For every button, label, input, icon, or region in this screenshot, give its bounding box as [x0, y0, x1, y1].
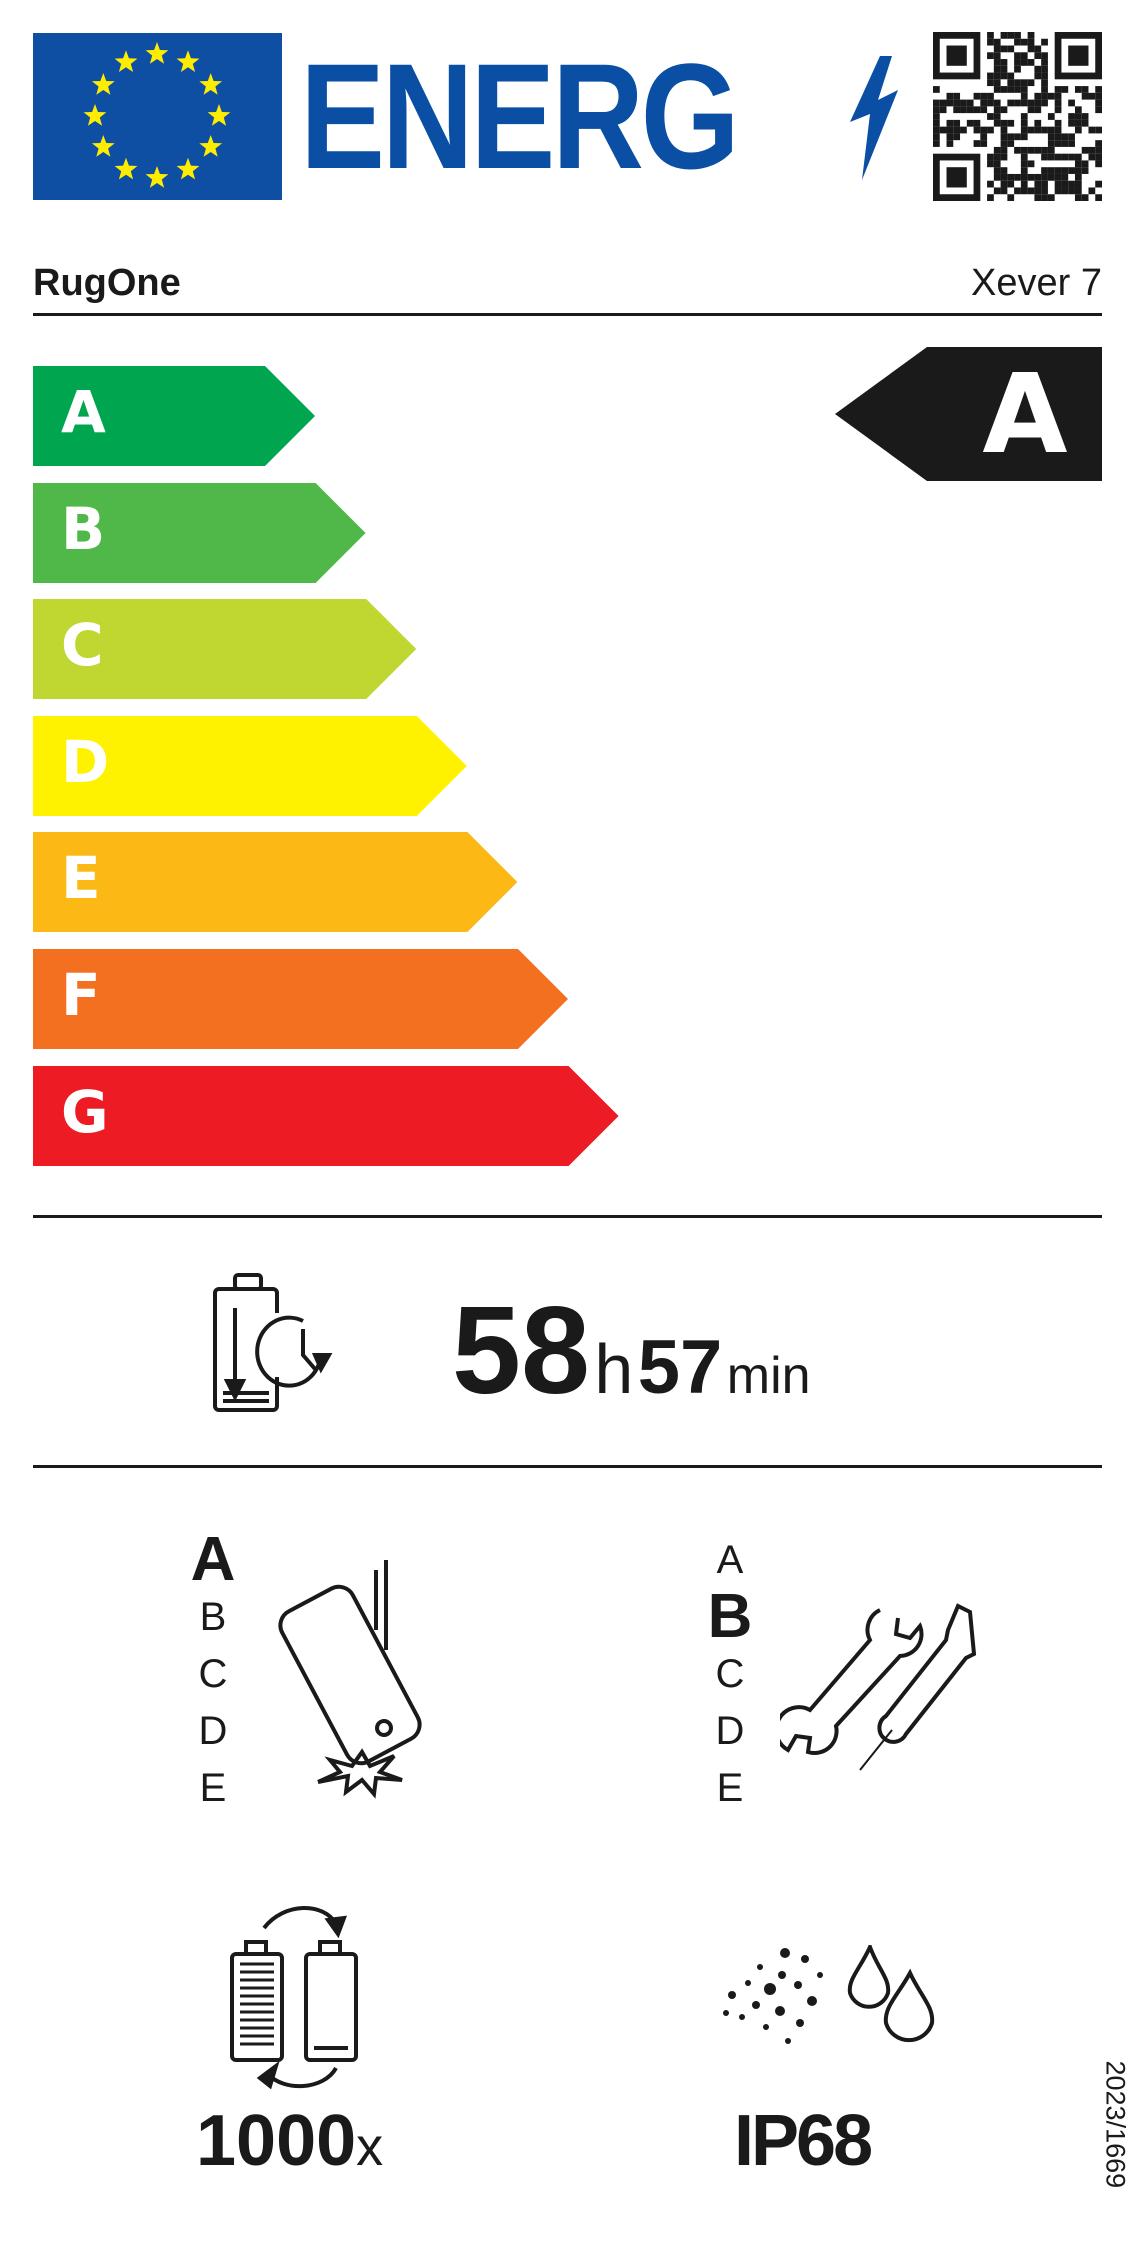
energy-bar-label: F — [61, 961, 101, 1029]
star-icon — [199, 73, 223, 95]
dust-dot — [723, 2010, 729, 2016]
dust-dot — [778, 1971, 786, 1979]
dust-dot — [752, 2001, 760, 2009]
grade-c: C — [715, 1652, 745, 1696]
dust-dot — [780, 1948, 790, 1958]
star-icon — [83, 104, 107, 126]
dust-dot — [785, 2038, 791, 2044]
energy-bar-label: E — [61, 844, 101, 913]
energy-bar-b: B — [33, 482, 366, 583]
dust-dot — [763, 2024, 769, 2030]
grade-e: E — [199, 1766, 227, 1810]
eu-stars-icon — [83, 42, 231, 188]
energy-bar-f: F — [33, 949, 568, 1049]
energy-bar-label: A — [61, 378, 106, 446]
dust-dot — [794, 1981, 802, 1989]
energy-bar-c: C — [33, 599, 417, 700]
eu-flag — [33, 33, 282, 200]
dust-dot — [739, 2014, 745, 2020]
regulation-number: 2023/1669 — [1100, 2060, 1131, 2189]
grade-d: D — [198, 1709, 228, 1753]
energy-bar-e: E — [33, 832, 518, 933]
energy-bar-label: B — [61, 494, 106, 563]
dust-dot — [764, 1983, 776, 1995]
model-identifier: Xever 7 — [971, 262, 1102, 304]
battery-endurance-value: 58 h 57 min — [452, 1280, 811, 1422]
grade-c: C — [198, 1652, 228, 1696]
minutes-value: 57 — [637, 1325, 723, 1410]
dust-dot — [775, 2006, 785, 2016]
dust-water-icon — [723, 1945, 935, 2044]
cycles-number: 1000 — [196, 2101, 357, 2181]
qr-code-icon[interactable] — [933, 32, 1102, 201]
star-icon — [91, 135, 115, 157]
star-icon — [207, 104, 231, 126]
star-icon — [145, 166, 169, 188]
battery-cycles-value: 1000x — [196, 2100, 383, 2182]
minutes-unit: min — [726, 1347, 811, 1405]
dust-dot — [801, 1955, 809, 1963]
dust-dot — [807, 1996, 817, 2006]
grade-b: B — [199, 1595, 227, 1639]
energy-bar-label: G — [61, 1077, 109, 1146]
lightning-icon — [850, 56, 898, 180]
energy-bar-a: A — [33, 366, 315, 466]
cycles-unit: x — [356, 2117, 384, 2177]
hours-value: 58 — [452, 1282, 590, 1420]
energy-class-arrow — [835, 347, 1102, 481]
star-icon — [114, 157, 138, 180]
dust-dot — [745, 1980, 751, 1986]
dust-dot — [757, 1964, 763, 1970]
grade-a: A — [190, 1525, 236, 1594]
energy-bar-d: D — [33, 715, 467, 816]
grade-e: E — [716, 1766, 744, 1810]
divider — [33, 313, 1102, 316]
grade-d: D — [715, 1709, 745, 1753]
energy-bar-label: C — [61, 611, 104, 680]
dust-dot — [817, 1972, 823, 1978]
energy-class-letter: A — [982, 350, 1068, 478]
divider — [33, 1215, 1102, 1218]
drop-resistance-icon — [278, 1560, 422, 1799]
ip-rating: IP68 — [734, 2101, 873, 2181]
supplier-name: RugOne — [33, 262, 181, 304]
repair-tools-icon — [780, 1603, 977, 1771]
energy-logo-text: ENERG — [300, 32, 740, 200]
divider — [33, 1465, 1102, 1468]
star-icon — [145, 42, 169, 64]
hours-unit: h — [594, 1330, 634, 1408]
energy-bar-g: G — [33, 1065, 619, 1166]
dust-dot — [796, 2019, 804, 2027]
star-icon — [91, 73, 115, 95]
grade-b: B — [707, 1582, 753, 1651]
star-icon — [114, 50, 138, 72]
star-icon — [176, 157, 200, 180]
dust-dot — [728, 1991, 736, 1999]
star-icon — [176, 50, 200, 72]
energy-bar-label: D — [61, 727, 110, 796]
battery-endurance-icon — [213, 1273, 333, 1412]
star-icon — [199, 135, 223, 157]
battery-cycles-icon — [230, 1906, 358, 2090]
grade-a: A — [716, 1538, 744, 1582]
